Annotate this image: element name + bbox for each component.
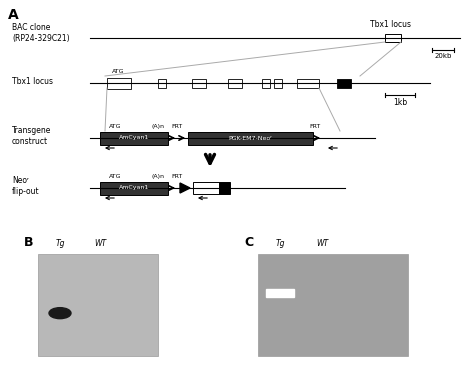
Text: Neoʳ
flip-out: Neoʳ flip-out <box>12 176 40 196</box>
Text: AmCyan1: AmCyan1 <box>119 186 149 190</box>
Bar <box>385 34 401 42</box>
Ellipse shape <box>49 308 71 319</box>
Text: FRT: FRT <box>310 124 320 129</box>
Text: B: B <box>24 236 34 249</box>
Text: ATG: ATG <box>109 174 121 179</box>
Bar <box>107 78 131 89</box>
Text: AmCyan1: AmCyan1 <box>119 135 149 141</box>
Text: C: C <box>244 236 253 249</box>
Bar <box>193 182 219 194</box>
Text: (A)n: (A)n <box>152 174 164 179</box>
Text: A: A <box>8 8 19 22</box>
Bar <box>100 182 168 194</box>
Text: ATG: ATG <box>109 124 121 129</box>
Text: FRT: FRT <box>172 174 182 179</box>
Text: PGK-EM7-Neoʳ: PGK-EM7-Neoʳ <box>228 135 273 141</box>
Bar <box>274 78 282 87</box>
Bar <box>192 78 206 87</box>
Polygon shape <box>180 183 190 193</box>
Text: 1kb: 1kb <box>393 98 407 107</box>
Text: WT: WT <box>316 239 328 248</box>
Bar <box>297 78 319 87</box>
Text: 20kb: 20kb <box>434 53 452 59</box>
Text: Tbx1 locus: Tbx1 locus <box>12 76 53 86</box>
Bar <box>228 78 242 87</box>
Bar <box>337 78 351 87</box>
Text: Transgene
construct: Transgene construct <box>12 126 51 146</box>
Bar <box>266 289 294 297</box>
Text: (A)n: (A)n <box>152 124 164 129</box>
Bar <box>100 131 168 145</box>
Text: Tg: Tg <box>55 239 65 248</box>
Text: Tbx1 locus: Tbx1 locus <box>371 20 411 29</box>
Text: Tg: Tg <box>275 239 285 248</box>
Text: FRT: FRT <box>172 124 182 129</box>
Bar <box>258 254 408 356</box>
Bar <box>219 182 230 194</box>
Bar <box>188 131 313 145</box>
Bar <box>38 254 158 356</box>
Text: BAC clone
(RP24-329C21): BAC clone (RP24-329C21) <box>12 23 70 43</box>
Text: ATG: ATG <box>112 69 124 74</box>
Text: WT: WT <box>94 239 106 248</box>
Bar <box>262 78 270 87</box>
Bar <box>158 78 166 87</box>
